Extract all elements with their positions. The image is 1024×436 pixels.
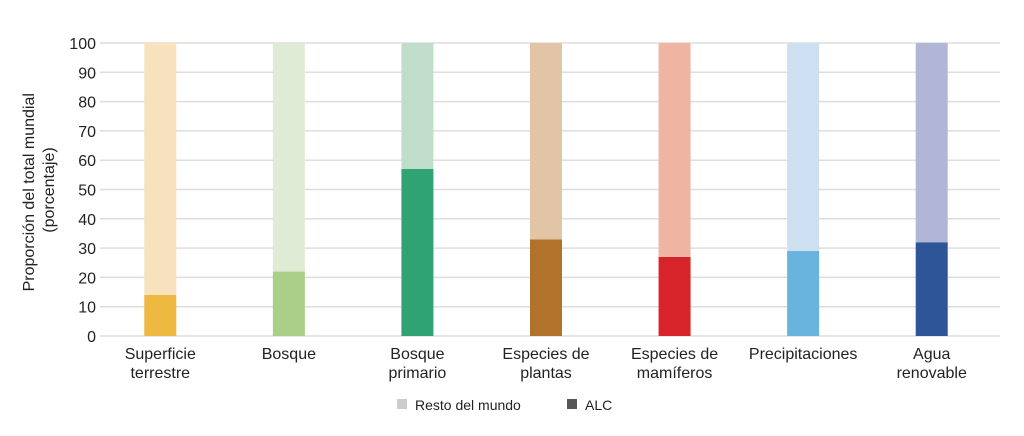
bar-alc <box>144 294 177 336</box>
bar-resto <box>144 43 177 295</box>
bar-alc <box>915 242 948 336</box>
bar-alc <box>658 256 691 336</box>
bar-resto <box>658 43 691 257</box>
bar-resto <box>915 43 948 243</box>
y-tick-label: 10 <box>78 300 96 317</box>
y-axis-label-line-2: (porcentaje) <box>41 147 58 232</box>
y-tick-label: 0 <box>87 329 96 346</box>
x-tick-label: Superficie terrestre <box>125 346 196 382</box>
bar-alc <box>272 271 305 336</box>
legend-swatch-alc <box>567 399 577 409</box>
y-tick-label: 70 <box>78 124 96 141</box>
y-tick-label: 30 <box>78 241 96 258</box>
y-tick-label: 100 <box>69 36 96 53</box>
y-axis-label: Proporción del total mundial (porcentaje… <box>21 89 58 292</box>
bar-resto <box>401 43 434 169</box>
y-tick-label: 60 <box>78 153 96 170</box>
y-tick-label: 50 <box>78 183 96 200</box>
bar-resto <box>530 43 562 240</box>
y-tick-label: 90 <box>78 65 96 82</box>
x-tick-label: Especies de plantas <box>502 346 589 382</box>
y-tick-label: 20 <box>78 270 96 287</box>
y-tick-label: 80 <box>78 95 96 112</box>
legend-label-resto: Resto del mundo <box>415 397 521 413</box>
x-tick-label: Agua renovable <box>897 346 967 382</box>
bar-alc <box>530 239 562 336</box>
legend-swatch-resto <box>397 399 407 409</box>
legend-label-alc: ALC <box>585 397 612 413</box>
x-tick-label: Precipitaciones <box>749 346 858 363</box>
bar-alc <box>787 251 820 336</box>
bar-resto <box>787 43 820 252</box>
y-tick-label: 40 <box>78 212 96 229</box>
x-tick-label: Especies de mamíferos <box>631 346 718 382</box>
bar-alc <box>401 168 434 336</box>
y-axis-label-line-1: Proporción del total mundial <box>21 93 38 291</box>
x-tick-label: Bosque primario <box>389 346 447 382</box>
legend: Resto del mundo ALC <box>397 397 612 413</box>
x-tick-label: Bosque <box>262 346 316 363</box>
bar-resto <box>272 43 305 272</box>
